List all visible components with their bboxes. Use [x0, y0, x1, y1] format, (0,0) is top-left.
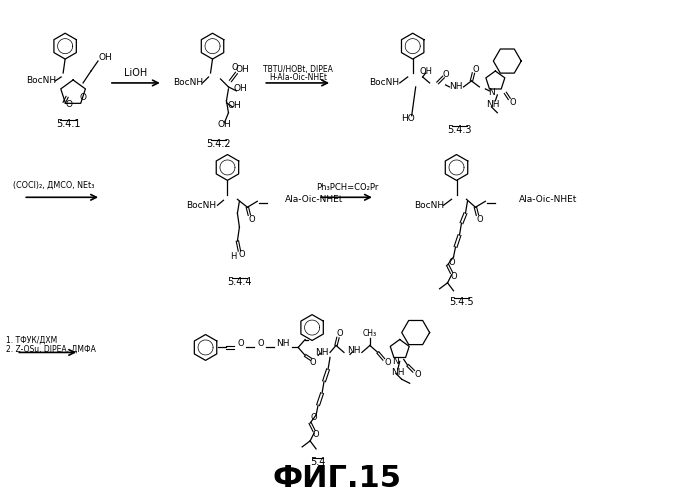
Text: BocNH: BocNH: [26, 76, 57, 86]
Text: O: O: [442, 70, 449, 80]
Text: O: O: [313, 430, 319, 440]
Text: 5.4: 5.4: [311, 457, 326, 467]
Text: (COCl)₂, ДМСО, NEt₃: (COCl)₂, ДМСО, NEt₃: [13, 181, 95, 190]
Text: OH: OH: [233, 84, 247, 94]
Text: O: O: [476, 214, 483, 224]
Text: N: N: [392, 357, 399, 366]
Text: O: O: [337, 329, 343, 338]
Text: LiOH: LiOH: [124, 68, 148, 78]
Text: NH: NH: [487, 100, 500, 110]
Text: H-Ala-Oic-NHEt: H-Ala-Oic-NHEt: [269, 74, 327, 82]
Text: BocNH: BocNH: [415, 200, 445, 210]
Text: BocNH: BocNH: [173, 78, 204, 88]
Text: Ala-Oic-NHEt: Ala-Oic-NHEt: [519, 195, 578, 204]
Text: 5.4.5: 5.4.5: [449, 296, 474, 306]
Text: O: O: [310, 358, 316, 367]
Text: O: O: [65, 100, 73, 110]
Text: NH: NH: [449, 82, 462, 92]
Text: O: O: [450, 272, 457, 281]
Text: BocNH: BocNH: [187, 200, 216, 210]
Text: NH: NH: [347, 346, 361, 355]
Text: 5.4.2: 5.4.2: [206, 138, 231, 148]
Text: N: N: [488, 88, 495, 98]
Text: CH₃: CH₃: [363, 329, 377, 338]
Text: 5.4.3: 5.4.3: [448, 124, 472, 134]
Text: OH: OH: [419, 66, 432, 76]
Text: O: O: [237, 339, 244, 348]
Text: OH: OH: [228, 102, 241, 110]
Text: NH: NH: [391, 368, 404, 377]
Text: 5.4.4: 5.4.4: [227, 277, 251, 287]
Text: Ph₃PCH=CO₂Pr: Ph₃PCH=CO₂Pr: [316, 183, 378, 192]
Text: 2. Z-OSu, DIPEA, ДМФА: 2. Z-OSu, DIPEA, ДМФА: [6, 345, 96, 354]
Text: O: O: [311, 412, 317, 422]
Text: O: O: [448, 258, 455, 268]
Text: O: O: [384, 358, 391, 367]
Text: O: O: [510, 98, 516, 108]
Text: OH: OH: [235, 64, 249, 74]
Text: TBTU/HOBt, DIPEA: TBTU/HOBt, DIPEA: [264, 64, 333, 74]
Text: OH: OH: [218, 120, 231, 129]
Text: O: O: [415, 370, 421, 379]
Text: NH: NH: [315, 348, 329, 357]
Text: O: O: [257, 339, 264, 348]
Text: O: O: [231, 62, 238, 72]
Text: ФИГ.15: ФИГ.15: [272, 464, 402, 493]
Text: 1. ТФУК/ДХМ: 1. ТФУК/ДХМ: [6, 336, 57, 345]
Text: O: O: [80, 94, 86, 102]
Text: H: H: [231, 252, 237, 262]
Text: HO: HO: [401, 114, 415, 123]
Text: O: O: [238, 250, 245, 260]
Text: Ala-Oic-NHEt: Ala-Oic-NHEt: [285, 195, 344, 204]
Text: NH: NH: [276, 339, 290, 348]
Text: O: O: [248, 214, 255, 224]
Text: BocNH: BocNH: [369, 78, 399, 88]
Text: OH: OH: [98, 52, 112, 62]
Text: 5.4.1: 5.4.1: [56, 118, 80, 128]
Text: O: O: [472, 64, 479, 74]
